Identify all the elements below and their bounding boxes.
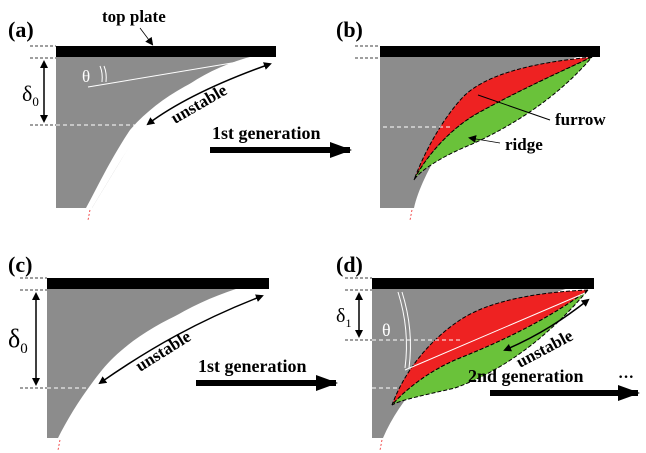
panel-d-theta-label: θ (382, 320, 391, 340)
second-generation-ellipsis: ··· (618, 369, 634, 386)
panel-c-top-plate (47, 278, 269, 289)
panel-a-delta-label: δ0 (22, 81, 39, 109)
arrow-2nd-generation: 2nd generation ··· (468, 366, 640, 401)
panel-d-letter: (d) (336, 252, 363, 277)
panel-d: (d) δ1 θ unstable (336, 252, 594, 451)
panel-b-letter: (b) (336, 17, 363, 42)
ridge-label: ridge (505, 135, 543, 154)
panel-b: (b) furrow ridge (336, 17, 606, 221)
panel-b-furrow-region (413, 56, 593, 181)
panel-d-unstable-arrow (503, 298, 590, 352)
arrow-1st-generation-top: 1st generation (210, 123, 352, 158)
panel-d-ridge-region (391, 289, 589, 406)
panel-a: (a) δ0 θ unstable top plate (8, 7, 276, 221)
first-generation-label-top: 1st generation (212, 123, 320, 143)
panel-b-top-plate (380, 46, 600, 57)
second-generation-label: 2nd generation (468, 366, 584, 386)
first-generation-label-bottom: 1st generation (198, 356, 306, 376)
panel-b-fluid (380, 54, 590, 208)
panel-d-fluid (372, 282, 590, 438)
panel-c-delta-label: δ0 (8, 324, 28, 357)
furrow-label: furrow (555, 110, 606, 129)
top-plate-label: top plate (102, 7, 166, 26)
panel-b-ridge-region (413, 56, 593, 181)
panel-c-unstable-arrow (98, 294, 264, 385)
panel-d-delta-label: δ1 (336, 305, 351, 330)
panel-a-top-plate (56, 46, 276, 57)
panel-c: (c) δ0 unstable (8, 252, 269, 451)
panel-a-unstable-arrow (146, 62, 272, 126)
panel-a-letter: (a) (8, 17, 34, 42)
panel-d-top-plate (372, 278, 594, 289)
panel-c-letter: (c) (8, 252, 32, 277)
arrow-1st-generation-bottom: 1st generation (196, 356, 338, 391)
panel-a-theta-label: θ (82, 67, 90, 86)
